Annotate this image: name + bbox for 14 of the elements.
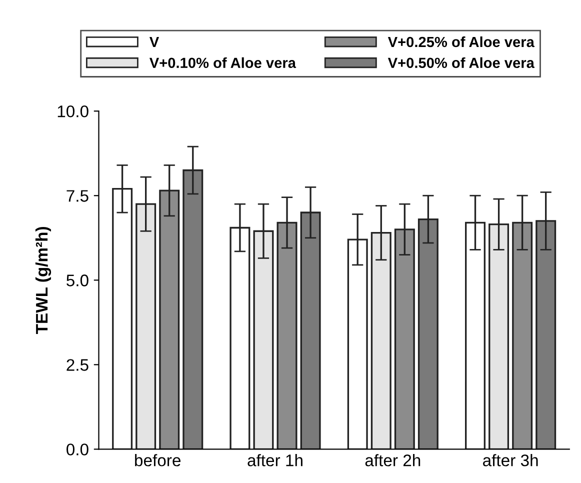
y-tick-label: 5.0 bbox=[66, 274, 88, 286]
y-axis-title: TEWL (g/m²h) bbox=[35, 226, 52, 334]
legend-label: V bbox=[149, 36, 160, 48]
legend-label: V+0.10% of Aloe vera bbox=[149, 57, 296, 68]
x-tick-label: after 1h bbox=[248, 454, 302, 466]
x-tick-label: before bbox=[135, 454, 180, 466]
legend-label: V+0.50% of Aloe vera bbox=[388, 57, 535, 68]
legend-label: V+0.25% of Aloe vera bbox=[388, 36, 535, 48]
x-tick-label: after 2h bbox=[365, 454, 420, 466]
y-tick-label: 0.0 bbox=[66, 444, 88, 456]
y-tick-label: 2.5 bbox=[66, 359, 88, 371]
y-tick-label: 7.5 bbox=[66, 190, 88, 202]
x-tick-label: after 3h bbox=[483, 454, 538, 466]
y-tick-label: 10.0 bbox=[58, 105, 88, 118]
